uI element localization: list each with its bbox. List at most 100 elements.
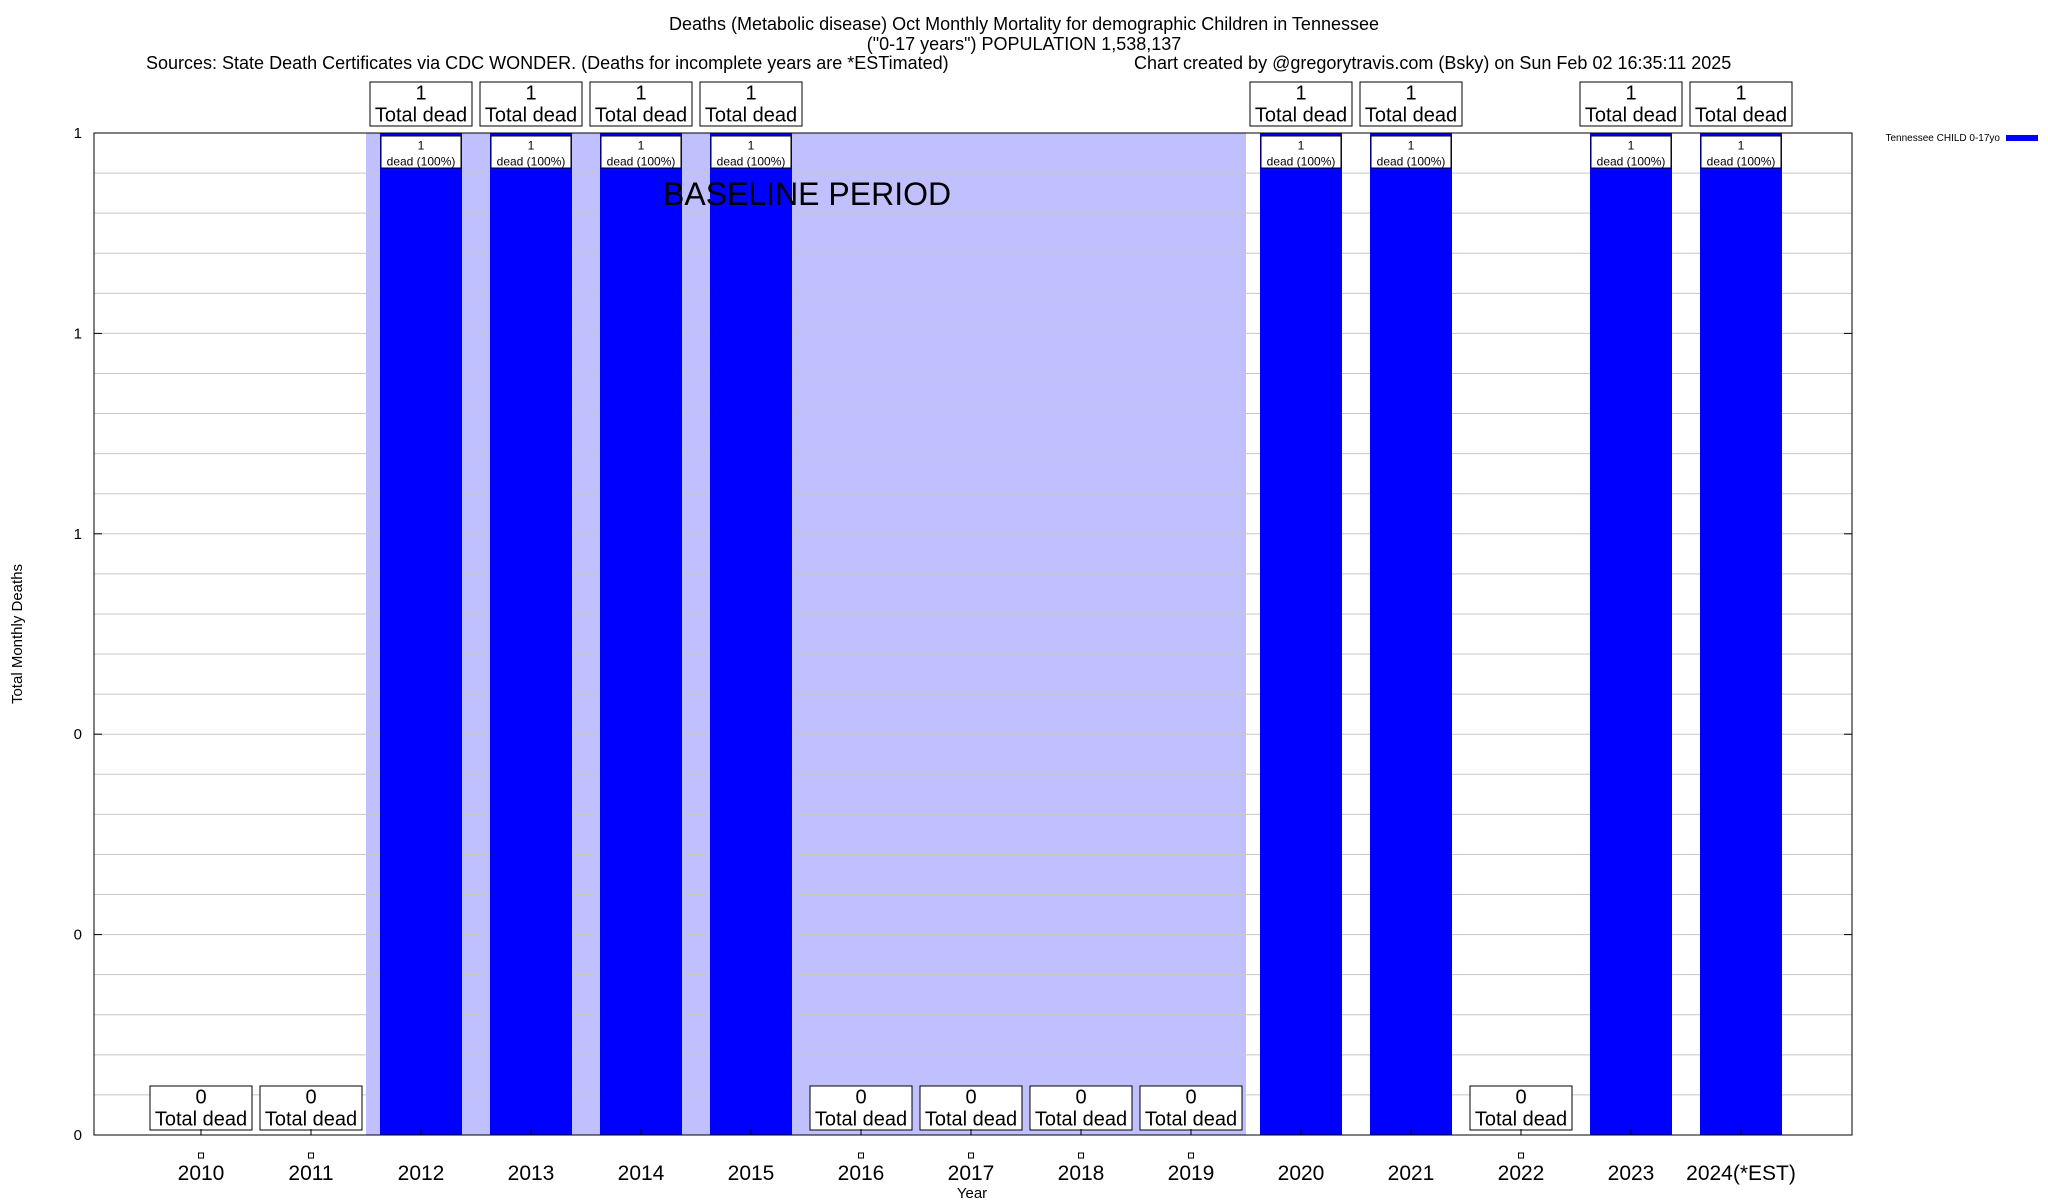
- x-tick-label: 2024(*EST): [1686, 1162, 1796, 1185]
- x-tick-label: 2017: [948, 1162, 995, 1185]
- x-tick-label: 2012: [398, 1162, 445, 1185]
- svg-text:0: 0: [195, 1087, 206, 1109]
- bar-2014: [600, 133, 682, 1135]
- svg-text:Total dead: Total dead: [595, 105, 687, 127]
- sources-note: Sources: State Death Certificates via CD…: [146, 53, 949, 73]
- svg-text:1: 1: [748, 138, 755, 152]
- chart-credit: Chart created by @gregorytravis.com (Bsk…: [1134, 53, 1732, 73]
- chart-subtitle: ("0-17 years") POPULATION 1,538,137: [866, 34, 1182, 54]
- svg-text:dead (100%): dead (100%): [387, 154, 456, 168]
- dead-pct-label-2013: 1 dead (100%): [490, 135, 572, 169]
- svg-text:Total dead: Total dead: [485, 105, 577, 127]
- y-tick-label: 0: [74, 927, 82, 944]
- svg-text:1: 1: [415, 83, 426, 105]
- svg-text:0: 0: [855, 1087, 866, 1109]
- bar-2023: [1590, 133, 1672, 1135]
- x-tick-label: 2013: [508, 1162, 555, 1185]
- dead-pct-label-2024(*EST): 1 dead (100%): [1700, 135, 1782, 169]
- svg-text:1: 1: [1405, 83, 1416, 105]
- x-tick-label: 2011: [288, 1162, 333, 1185]
- x-axis-title: Year: [957, 1185, 987, 1200]
- svg-text:Total dead: Total dead: [1585, 105, 1677, 127]
- svg-text:Total dead: Total dead: [1475, 1109, 1567, 1131]
- svg-text:1: 1: [1295, 83, 1306, 105]
- x-tick-label: 2021: [1388, 1162, 1435, 1185]
- svg-text:1: 1: [638, 138, 645, 152]
- dead-pct-label-2014: 1 dead (100%): [600, 135, 682, 169]
- y-tick-label: 0: [74, 726, 82, 743]
- x-tick-label: 2018: [1058, 1162, 1105, 1185]
- svg-text:0: 0: [965, 1087, 976, 1109]
- svg-text:1: 1: [418, 138, 425, 152]
- zero-marker-2016: [858, 1152, 864, 1159]
- bar-2012: [380, 133, 462, 1135]
- svg-text:Total dead: Total dead: [375, 105, 467, 127]
- dead-pct-label-2015: 1 dead (100%): [710, 135, 792, 169]
- svg-text:1: 1: [1408, 138, 1415, 152]
- plot-frame: [93, 132, 1853, 1136]
- legend-label: Tennessee CHILD 0-17yo: [1885, 133, 2000, 144]
- svg-text:1: 1: [1735, 83, 1746, 105]
- svg-text:1: 1: [528, 138, 535, 152]
- bar-2020: [1260, 133, 1342, 1135]
- y-tick-label: 1: [74, 325, 82, 342]
- zero-marker-2018: [1078, 1152, 1084, 1159]
- svg-text:0: 0: [305, 1087, 316, 1109]
- zero-marker-2011: [308, 1152, 314, 1159]
- zero-marker-2019: [1188, 1152, 1194, 1159]
- svg-text:Total dead: Total dead: [705, 105, 797, 127]
- zero-marker-2017: [968, 1152, 974, 1159]
- bar-2015: [710, 133, 792, 1135]
- dead-pct-label-2021: 1 dead (100%): [1370, 135, 1452, 169]
- svg-text:dead (100%): dead (100%): [607, 154, 676, 168]
- svg-text:0: 0: [1075, 1087, 1086, 1109]
- bar-2021: [1370, 133, 1452, 1135]
- svg-text:Total dead: Total dead: [265, 1109, 357, 1131]
- x-tick-label: 2016: [838, 1162, 885, 1185]
- svg-text:dead (100%): dead (100%): [1707, 154, 1776, 168]
- bar-2024(*EST): [1700, 133, 1782, 1135]
- svg-text:1: 1: [1298, 138, 1305, 152]
- svg-text:Total dead: Total dead: [925, 1109, 1017, 1131]
- svg-text:Total dead: Total dead: [1695, 105, 1787, 127]
- svg-text:1: 1: [1628, 138, 1635, 152]
- y-tick-label: 0: [74, 1127, 82, 1144]
- svg-text:dead (100%): dead (100%): [717, 154, 786, 168]
- x-tick-label: 2010: [178, 1162, 225, 1185]
- bar-2013: [490, 133, 572, 1135]
- x-tick-label: 2019: [1168, 1162, 1215, 1185]
- dead-pct-label-2020: 1 dead (100%): [1260, 135, 1342, 169]
- y-axis-title: Total Monthly Deaths: [9, 564, 26, 704]
- baseline-period-label: BASELINE PERIOD: [663, 176, 951, 212]
- dead-pct-label-2023: 1 dead (100%): [1590, 135, 1672, 169]
- x-tick-label: 2023: [1608, 1162, 1655, 1185]
- svg-text:1: 1: [525, 83, 536, 105]
- y-tick-label: 1: [74, 125, 82, 142]
- svg-text:Total dead: Total dead: [1035, 1109, 1127, 1131]
- svg-text:dead (100%): dead (100%): [1597, 154, 1666, 168]
- svg-text:0: 0: [1185, 1087, 1196, 1109]
- svg-text:Total dead: Total dead: [1145, 1109, 1237, 1131]
- svg-text:dead (100%): dead (100%): [497, 154, 566, 168]
- svg-text:dead (100%): dead (100%): [1267, 154, 1336, 168]
- y-tick-label: 1: [74, 526, 82, 543]
- svg-text:Total dead: Total dead: [155, 1109, 247, 1131]
- svg-text:1: 1: [1738, 138, 1745, 152]
- legend-swatch: [2006, 135, 2038, 141]
- svg-text:Total dead: Total dead: [1365, 105, 1457, 127]
